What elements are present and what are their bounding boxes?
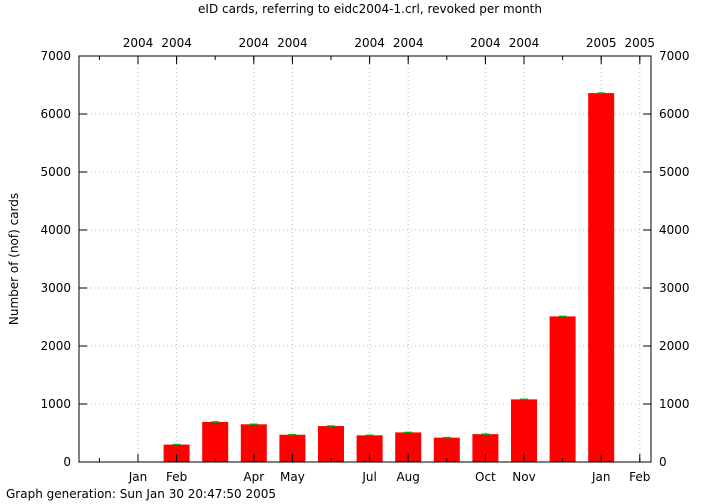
y-tick-label-left: 7000 — [40, 49, 71, 63]
y-tick-label-right: 3000 — [659, 281, 690, 295]
y-tick-label-right: 2000 — [659, 339, 690, 353]
x-tick-label-month: Nov — [512, 470, 535, 484]
y-tick-label-left: 5000 — [40, 165, 71, 179]
y-tick-label-right: 4000 — [659, 223, 690, 237]
bar — [163, 444, 190, 462]
y-tick-label-right: 6000 — [659, 107, 690, 121]
y-tick-label-left: 3000 — [40, 281, 71, 295]
y-axis-label: Number of (nof) cards — [7, 193, 21, 325]
chart-title: eID cards, referring to eidc2004-1.crl, … — [198, 2, 542, 16]
x-tick-label-month: Apr — [243, 470, 264, 484]
x-tick-label-year: 2004 — [161, 36, 192, 50]
x-tick-label-month: May — [280, 470, 305, 484]
y-tick-label-left: 0 — [63, 455, 71, 469]
y-tick-label-left: 2000 — [40, 339, 71, 353]
x-tick-label-month: Feb — [629, 470, 650, 484]
x-tick-label-month: Jan — [128, 470, 148, 484]
x-tick-label-year: 2005 — [586, 36, 617, 50]
x-tick-label-year: 2004 — [123, 36, 154, 50]
x-tick-label-year: 2004 — [393, 36, 424, 50]
y-tick-label-right: 0 — [659, 455, 667, 469]
x-tick-label-month: Feb — [166, 470, 187, 484]
y-tick-label-left: 6000 — [40, 107, 71, 121]
bar — [549, 316, 576, 462]
y-tick-label-right: 5000 — [659, 165, 690, 179]
bar — [588, 93, 615, 463]
bar — [202, 421, 229, 462]
y-tick-label-right: 1000 — [659, 397, 690, 411]
bar — [433, 437, 460, 462]
x-tick-label-year: 2004 — [239, 36, 270, 50]
y-tick-label-right: 7000 — [659, 49, 690, 63]
x-tick-label-year: 2004 — [509, 36, 540, 50]
y-tick-label-left: 4000 — [40, 223, 71, 237]
plot-frame — [78, 55, 652, 463]
x-tick-label-month: Jan — [591, 470, 611, 484]
x-tick-label-year: 2005 — [625, 36, 656, 50]
x-tick-label-month: Oct — [475, 470, 496, 484]
bar — [511, 399, 537, 462]
x-tick-label-year: 2004 — [470, 36, 501, 50]
bar — [318, 426, 344, 462]
x-tick-label-month: Jul — [361, 470, 376, 484]
y-tick-label-left: 1000 — [40, 397, 71, 411]
axes: 0 0 1000 1000 2000 2000 3000 3000 4000 4000 5000 50… — [40, 36, 689, 484]
bars — [163, 92, 615, 463]
graph-generation-footer: Graph generation: Sun Jan 30 20:47:50 20… — [6, 487, 277, 501]
x-tick-label-year: 2004 — [277, 36, 308, 50]
x-tick-label-year: 2004 — [354, 36, 385, 50]
x-tick-label-month: Aug — [396, 470, 419, 484]
